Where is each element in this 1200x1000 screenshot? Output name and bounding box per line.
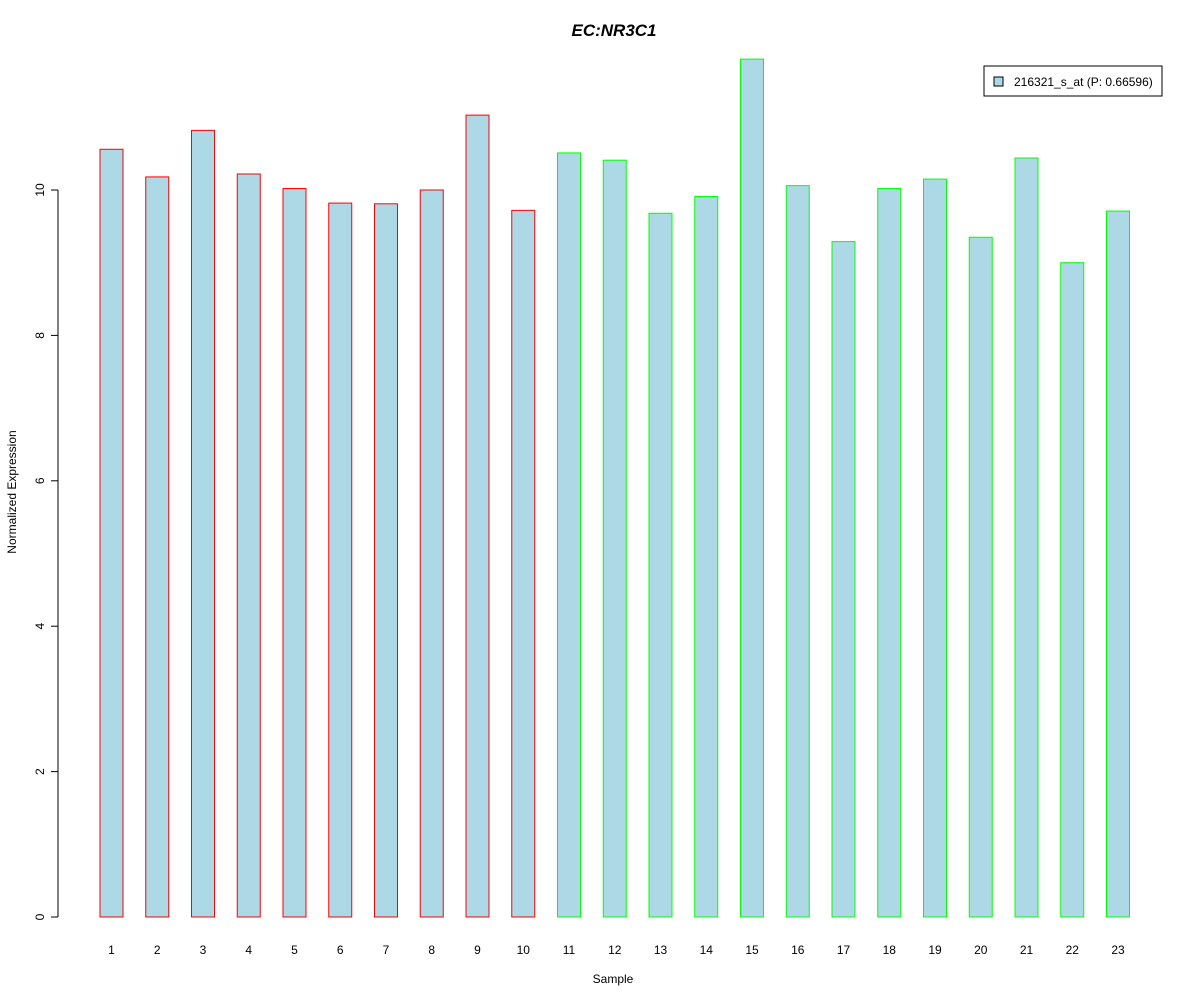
x-tick-label: 19 — [928, 943, 942, 957]
x-tick-label: 3 — [200, 943, 207, 957]
x-tick-label: 11 — [563, 943, 576, 957]
y-tick-label: 2 — [33, 768, 47, 775]
x-tick-label: 9 — [474, 943, 481, 957]
x-tick-label: 15 — [745, 943, 759, 957]
x-tick-label: 2 — [154, 943, 161, 957]
x-tick-label: 6 — [337, 943, 344, 957]
bar-sample-11 — [557, 152, 581, 918]
bar-sample-2 — [145, 176, 170, 918]
x-tick-label: 23 — [1111, 943, 1125, 957]
y-tick-label: 8 — [33, 332, 47, 339]
x-tick-label: 4 — [245, 943, 252, 957]
x-tick-label: 5 — [291, 943, 298, 957]
x-tick-label: 22 — [1066, 943, 1080, 957]
bar-sample-6 — [328, 202, 353, 918]
y-tick-label: 4 — [33, 623, 47, 630]
x-tick-label: 16 — [791, 943, 805, 957]
bar-sample-19 — [923, 178, 947, 918]
x-tick-label: 18 — [883, 943, 897, 957]
bar-sample-17 — [831, 241, 856, 918]
bar-sample-23 — [1106, 210, 1130, 918]
y-axis: 0 2 4 6 8 10 — [33, 183, 59, 920]
bars — [99, 58, 1130, 918]
x-tick-label: 21 — [1020, 943, 1034, 957]
bar-sample-1 — [99, 148, 124, 918]
x-axis-label: Sample — [593, 972, 634, 986]
bar-sample-21 — [1014, 157, 1039, 918]
bar-sample-10 — [511, 209, 536, 918]
legend: 216321_s_at (P: 0.66596) — [983, 65, 1163, 97]
bar-sample-18 — [877, 188, 902, 918]
bar-sample-16 — [785, 185, 810, 918]
x-tick-label: 12 — [608, 943, 622, 957]
bar-sample-22 — [1060, 262, 1085, 918]
bar-sample-8 — [419, 189, 444, 918]
chart-title: EC:NR3C1 — [571, 21, 656, 40]
bar-sample-12 — [602, 159, 627, 918]
legend-box — [983, 65, 1163, 97]
y-axis-label: Normalized Expression — [5, 430, 19, 553]
y-tick-label: 10 — [33, 183, 47, 197]
bar-sample-4 — [236, 173, 261, 918]
x-tick-label: 13 — [654, 943, 668, 957]
y-tick-label: 0 — [33, 913, 47, 920]
bar-sample-7 — [374, 203, 398, 918]
x-tick-labels: 1 2 3 4 5 6 7 8 9 10 11 12 13 14 15 16 17 18 19 20 21 22 23 — [108, 943, 1125, 957]
x-tick-label: 1 — [108, 943, 115, 957]
x-tick-label: 14 — [700, 943, 714, 957]
x-tick-label: 10 — [517, 943, 531, 957]
bar-sample-14 — [694, 196, 719, 918]
bar-sample-13 — [648, 212, 673, 918]
bar-sample-20 — [968, 236, 993, 918]
x-tick-label: 20 — [974, 943, 988, 957]
bar-sample-3 — [191, 129, 215, 918]
y-tick-label: 6 — [33, 477, 47, 484]
x-tick-label: 17 — [837, 943, 851, 957]
bar-sample-9 — [465, 114, 490, 918]
bar-sample-15 — [740, 58, 764, 918]
legend-swatch — [993, 76, 1004, 87]
x-tick-label: 8 — [428, 943, 435, 957]
legend-label: 216321_s_at (P: 0.66596) — [1014, 75, 1153, 89]
bar-sample-5 — [282, 188, 307, 918]
x-tick-label: 7 — [383, 943, 390, 957]
